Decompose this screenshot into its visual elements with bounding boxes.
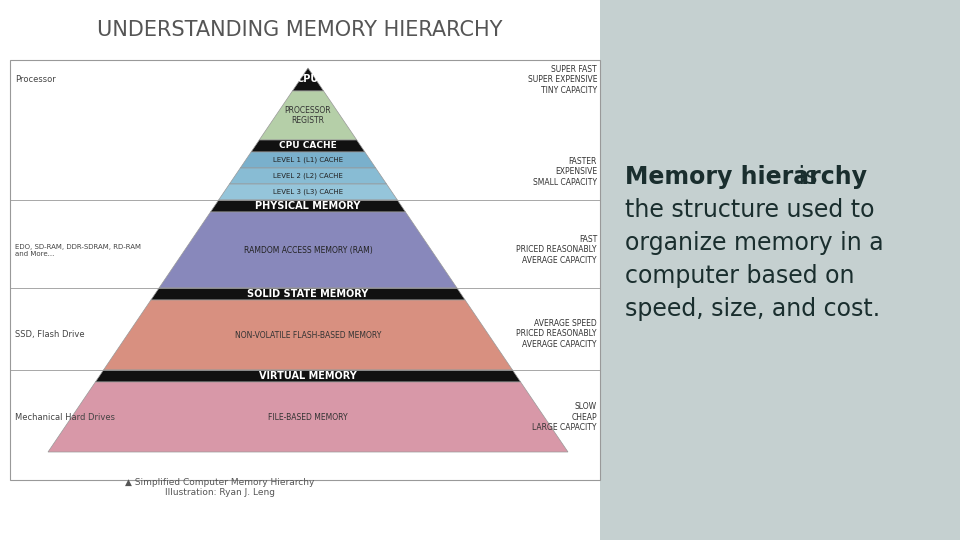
Text: RAMDOM ACCESS MEMORY (RAM): RAMDOM ACCESS MEMORY (RAM) — [244, 246, 372, 254]
Polygon shape — [293, 68, 324, 91]
Text: ▲ Simplified Computer Memory Hierarchy
Illustration: Ryan J. Leng: ▲ Simplified Computer Memory Hierarchy I… — [126, 478, 315, 497]
Text: FAST
PRICED REASONABLY
AVERAGE CAPACITY: FAST PRICED REASONABLY AVERAGE CAPACITY — [516, 235, 597, 265]
Text: SSD, Flash Drive: SSD, Flash Drive — [15, 329, 84, 339]
Text: SOLID STATE MEMORY: SOLID STATE MEMORY — [248, 289, 369, 299]
Text: VIRTUAL MEMORY: VIRTUAL MEMORY — [259, 371, 357, 381]
Polygon shape — [95, 370, 520, 382]
Text: computer based on: computer based on — [625, 264, 854, 288]
Polygon shape — [151, 288, 465, 300]
Text: EDO, SD-RAM, DDR-SDRAM, RD-RAM
and More...: EDO, SD-RAM, DDR-SDRAM, RD-RAM and More.… — [15, 244, 141, 256]
Polygon shape — [48, 382, 568, 452]
Polygon shape — [159, 212, 457, 288]
Polygon shape — [252, 140, 365, 152]
Text: PROCESSOR
REGISTR: PROCESSOR REGISTR — [285, 106, 331, 125]
Polygon shape — [219, 184, 397, 200]
Text: FASTER
EXPENSIVE
SMALL CAPACITY: FASTER EXPENSIVE SMALL CAPACITY — [533, 157, 597, 187]
Text: Mechanical Hard Drives: Mechanical Hard Drives — [15, 413, 115, 422]
Text: FILE-BASED MEMORY: FILE-BASED MEMORY — [268, 413, 348, 422]
Bar — [600, 0, 960, 540]
Text: organize memory in a: organize memory in a — [625, 231, 883, 255]
Polygon shape — [210, 200, 405, 212]
Text: SUPER FAST
SUPER EXPENSIVE
TINY CAPACITY: SUPER FAST SUPER EXPENSIVE TINY CAPACITY — [527, 65, 597, 95]
Text: UNDERSTANDING MEMORY HIERARCHY: UNDERSTANDING MEMORY HIERARCHY — [97, 20, 503, 40]
Polygon shape — [240, 152, 375, 168]
Text: speed, size, and cost.: speed, size, and cost. — [625, 297, 880, 321]
Text: CPU: CPU — [297, 75, 319, 84]
Polygon shape — [259, 91, 357, 140]
Polygon shape — [104, 300, 513, 370]
Text: the structure used to: the structure used to — [625, 198, 875, 222]
Text: CPU CACHE: CPU CACHE — [279, 141, 337, 151]
Text: SLOW
CHEAP
LARGE CAPACITY: SLOW CHEAP LARGE CAPACITY — [533, 402, 597, 432]
Text: NON-VOLATILE FLASH-BASED MEMORY: NON-VOLATILE FLASH-BASED MEMORY — [235, 330, 381, 340]
Text: LEVEL 1 (L1) CACHE: LEVEL 1 (L1) CACHE — [273, 157, 343, 163]
Text: Memory hierarchy: Memory hierarchy — [625, 165, 867, 189]
Text: LEVEL 2 (L2) CACHE: LEVEL 2 (L2) CACHE — [273, 173, 343, 179]
Bar — [10, 60, 600, 480]
Text: AVERAGE SPEED
PRICED REASONABLY
AVERAGE CAPACITY: AVERAGE SPEED PRICED REASONABLY AVERAGE … — [516, 319, 597, 349]
Text: PHYSICAL MEMORY: PHYSICAL MEMORY — [255, 201, 361, 211]
Text: is: is — [791, 165, 818, 189]
Text: Processor: Processor — [15, 76, 56, 84]
Polygon shape — [229, 168, 387, 184]
Text: LEVEL 3 (L3) CACHE: LEVEL 3 (L3) CACHE — [273, 189, 343, 195]
